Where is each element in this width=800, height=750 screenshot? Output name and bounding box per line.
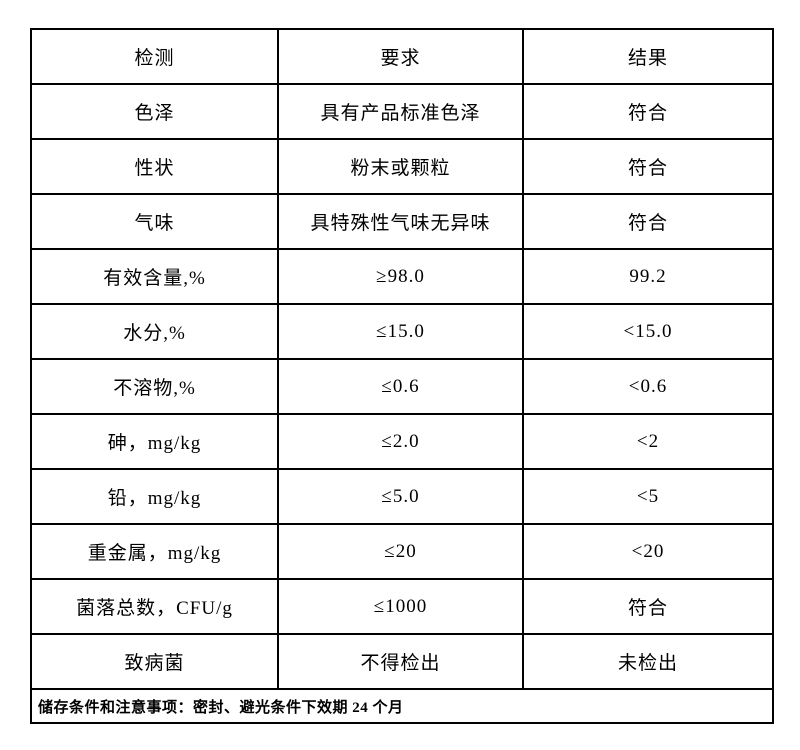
cell-requirement: ≤1000 (277, 578, 524, 635)
cell-result: <5 (522, 468, 774, 525)
cell-result: 符合 (522, 578, 774, 635)
table-row: 色泽 具有产品标准色泽 符合 (30, 83, 774, 140)
cell-result: 99.2 (522, 248, 774, 305)
table-row: 不溶物,% ≤0.6 <0.6 (30, 358, 774, 415)
cell-result: 符合 (522, 193, 774, 250)
cell-test: 色泽 (30, 83, 279, 140)
cell-test: 菌落总数，CFU/g (30, 578, 279, 635)
cell-test: 铅，mg/kg (30, 468, 279, 525)
cell-test: 致病菌 (30, 633, 279, 690)
cell-requirement: 粉末或颗粒 (277, 138, 524, 195)
table-row: 菌落总数，CFU/g ≤1000 符合 (30, 578, 774, 635)
cell-result: <20 (522, 523, 774, 580)
cell-test: 重金属，mg/kg (30, 523, 279, 580)
table-row: 有效含量,% ≥98.0 99.2 (30, 248, 774, 305)
cell-requirement: 具特殊性气味无异味 (277, 193, 524, 250)
table-body: 检测 要求 结果 色泽 具有产品标准色泽 符合 性状 粉末或颗粒 符合 气味 具特殊性气味无异… (30, 28, 774, 724)
storage-note-row: 储存条件和注意事项：密封、避光条件下效期 24 个月 (30, 688, 774, 724)
cell-result: 符合 (522, 138, 774, 195)
cell-result: <15.0 (522, 303, 774, 360)
table-header-row: 检测 要求 结果 (30, 28, 774, 85)
column-header-test: 检测 (30, 28, 279, 85)
cell-test: 有效含量,% (30, 248, 279, 305)
cell-result: 未检出 (522, 633, 774, 690)
qc-spec-table: 检测 要求 结果 色泽 具有产品标准色泽 符合 性状 粉末或颗粒 符合 气味 具特殊性气味无异… (30, 28, 774, 724)
cell-requirement: 具有产品标准色泽 (277, 83, 524, 140)
table-row: 致病菌 不得检出 未检出 (30, 633, 774, 690)
cell-requirement: ≤20 (277, 523, 524, 580)
cell-test: 不溶物,% (30, 358, 279, 415)
table-row: 性状 粉末或颗粒 符合 (30, 138, 774, 195)
cell-result: 符合 (522, 83, 774, 140)
table-row: 砷，mg/kg ≤2.0 <2 (30, 413, 774, 470)
cell-requirement: ≥98.0 (277, 248, 524, 305)
column-header-result: 结果 (522, 28, 774, 85)
table-row: 水分,% ≤15.0 <15.0 (30, 303, 774, 360)
cell-test: 水分,% (30, 303, 279, 360)
cell-result: <0.6 (522, 358, 774, 415)
cell-test: 砷，mg/kg (30, 413, 279, 470)
column-header-requirement: 要求 (277, 28, 524, 85)
cell-result: <2 (522, 413, 774, 470)
table-row: 气味 具特殊性气味无异味 符合 (30, 193, 774, 250)
cell-test: 气味 (30, 193, 279, 250)
cell-test: 性状 (30, 138, 279, 195)
cell-requirement: ≤5.0 (277, 468, 524, 525)
cell-requirement: ≤2.0 (277, 413, 524, 470)
cell-requirement: ≤0.6 (277, 358, 524, 415)
cell-requirement: ≤15.0 (277, 303, 524, 360)
cell-requirement: 不得检出 (277, 633, 524, 690)
table-row: 重金属，mg/kg ≤20 <20 (30, 523, 774, 580)
table-row: 铅，mg/kg ≤5.0 <5 (30, 468, 774, 525)
storage-note: 储存条件和注意事项：密封、避光条件下效期 24 个月 (30, 688, 774, 724)
